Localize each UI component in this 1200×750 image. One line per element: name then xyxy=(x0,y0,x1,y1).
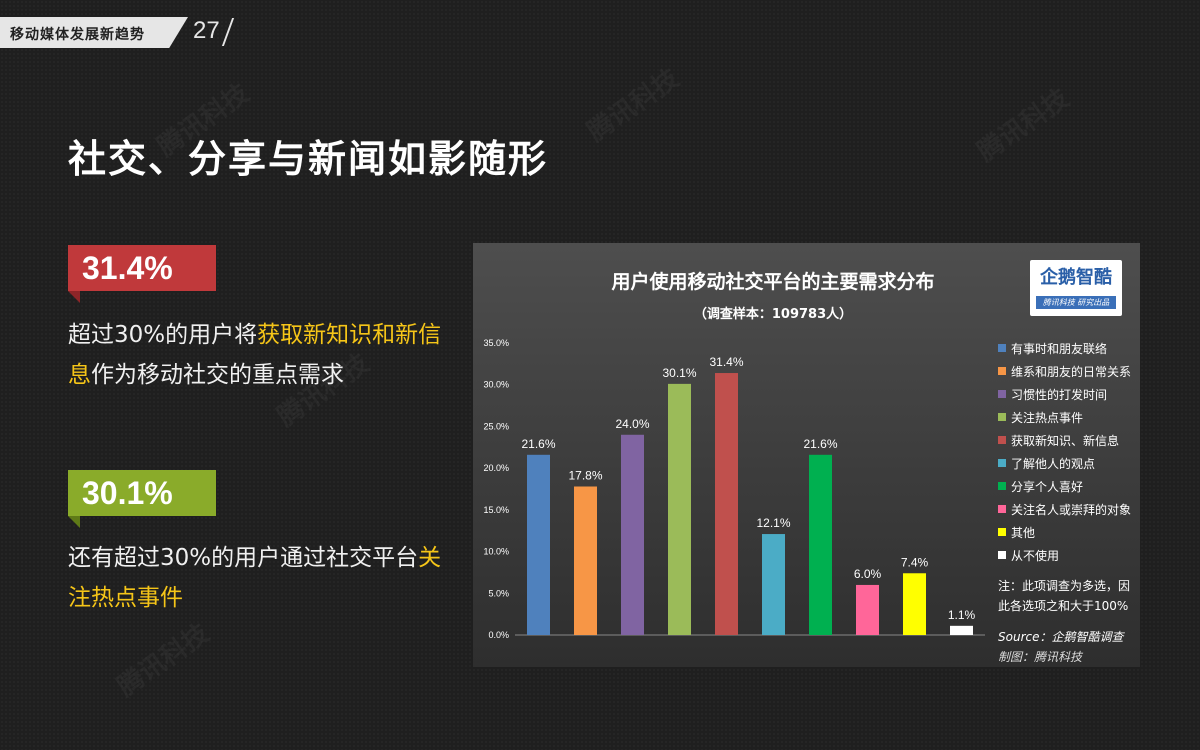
legend-label: 维系和朋友的日常关系 xyxy=(1011,365,1132,379)
legend-swatch xyxy=(998,390,1006,398)
legend-label: 其他 xyxy=(1011,526,1036,540)
bar-value-label: 30.1% xyxy=(662,366,696,380)
legend-label: 关注名人或崇拜的对象 xyxy=(1011,503,1132,517)
legend-item: 其他 xyxy=(998,524,1131,547)
legend-item: 有事时和朋友联络 xyxy=(998,340,1131,363)
brand-logo: 企鹅智酷 腾讯科技 研究出品 xyxy=(1030,260,1122,316)
legend-swatch xyxy=(998,482,1006,490)
header-bar: 移动媒体发展新趋势 27 xyxy=(0,0,300,48)
bar-value-label: 24.0% xyxy=(615,417,649,431)
stat1-highlight: 获取新知识和新信息 xyxy=(68,322,442,388)
y-tick-label: 0.0% xyxy=(488,630,509,640)
legend-swatch xyxy=(998,436,1006,444)
bar-value-label: 12.1% xyxy=(756,516,790,530)
legend-label: 有事时和朋友联络 xyxy=(1011,342,1108,356)
bar xyxy=(715,373,738,635)
bar xyxy=(621,434,644,635)
legend-label: 从不使用 xyxy=(1011,549,1060,563)
legend-item: 维系和朋友的日常关系 xyxy=(998,363,1131,386)
header-tab xyxy=(0,17,188,48)
bar-value-label: 31.4% xyxy=(709,355,743,369)
y-tick-label: 15.0% xyxy=(483,505,509,515)
bar xyxy=(762,534,785,635)
y-tick-label: 20.0% xyxy=(483,463,509,473)
watermark: 腾讯科技 xyxy=(109,614,215,704)
legend-swatch xyxy=(998,459,1006,467)
legend-swatch xyxy=(998,505,1006,513)
page-number: 27 xyxy=(193,17,220,44)
stat1-text-a: 超过30%的用户将 xyxy=(68,322,258,348)
legend-item: 从不使用 xyxy=(998,547,1131,570)
y-tick-label: 5.0% xyxy=(488,588,509,598)
page-title: 社交、分享与新闻如影随形 xyxy=(68,137,549,181)
stat1-text-b: 作为移动社交的重点需求 xyxy=(91,362,344,388)
bar xyxy=(527,454,550,635)
stat2-highlight: 关注热点事件 xyxy=(68,545,442,611)
y-tick-label: 30.0% xyxy=(483,380,509,390)
legend-label: 了解他人的观点 xyxy=(1011,457,1096,471)
chart-panel: 用户使用移动社交平台的主要需求分布 （调查样本：109783人） 企鹅智酷 腾讯… xyxy=(473,243,1140,667)
legend-label: 分享个人喜好 xyxy=(1011,480,1084,494)
bar-value-label: 21.6% xyxy=(803,437,837,451)
bar-value-label: 17.8% xyxy=(568,468,602,482)
bar xyxy=(903,573,926,635)
y-tick-label: 10.0% xyxy=(483,547,509,557)
legend-swatch xyxy=(998,528,1006,536)
stat-badge-red: 31.4% xyxy=(68,245,216,303)
bar-chart: 0.0% 5.0% 10.0% 15.0% 20.0% 25.0% 30.0% 35.0% 21… xyxy=(483,338,985,640)
chart-legend: 有事时和朋友联络维系和朋友的日常关系 习惯性的打发时间 关注热点事件获取新知识、新信… xyxy=(998,340,1131,570)
stat-badge-green: 30.1% xyxy=(68,470,216,528)
legend-label: 习惯性的打发时间 xyxy=(1011,388,1108,402)
legend-item: 获取新知识、新信息 xyxy=(998,432,1131,455)
bar-value-label: 1.1% xyxy=(948,608,976,622)
watermark: 腾讯科技 xyxy=(969,79,1075,169)
legend-label: 关注热点事件 xyxy=(1011,411,1084,425)
logo-subtext: 腾讯科技 研究出品 xyxy=(1042,298,1110,307)
bar xyxy=(809,454,832,635)
stat2-text-a: 还有超过30%的用户通过社交平台 xyxy=(68,545,419,571)
chart-source: Source：企鹅智酷调查 xyxy=(998,630,1124,644)
y-tick-label: 25.0% xyxy=(483,421,509,431)
legend-swatch xyxy=(998,344,1006,352)
watermark: 腾讯科技 xyxy=(579,59,685,149)
legend-swatch xyxy=(998,413,1006,421)
stat1-description: 超过30%的用户将获取新知识和新信息作为移动社交的重点需求 xyxy=(68,315,448,395)
legend-item: 了解他人的观点 xyxy=(998,455,1131,478)
logo-text: 企鹅智酷 xyxy=(1040,267,1112,288)
legend-item: 关注名人或崇拜的对象 xyxy=(998,501,1131,524)
stat2-description: 还有超过30%的用户通过社交平台关注热点事件 xyxy=(68,538,448,618)
chart-note: 注：此项调查为多选，因此各选项之和大于100% xyxy=(998,579,1131,613)
chart-title: 用户使用移动社交平台的主要需求分布 xyxy=(611,271,935,293)
header-slash xyxy=(221,18,235,46)
chart-maker: 制图：腾讯科技 xyxy=(998,650,1083,664)
bar xyxy=(574,486,597,635)
legend-swatch xyxy=(998,551,1006,559)
y-tick-label: 35.0% xyxy=(483,338,509,348)
legend-label: 获取新知识、新信息 xyxy=(1011,434,1120,448)
section-title: 移动媒体发展新趋势 xyxy=(10,27,145,43)
bar-value-label: 6.0% xyxy=(854,567,882,581)
bar xyxy=(856,584,879,635)
bar xyxy=(668,383,691,635)
chart-subtitle: （调查样本：109783人） xyxy=(693,307,853,322)
legend-item: 关注热点事件 xyxy=(998,409,1131,432)
legend-item: 习惯性的打发时间 xyxy=(998,386,1131,409)
bar-value-label: 7.4% xyxy=(901,555,929,569)
legend-swatch xyxy=(998,367,1006,375)
legend-item: 分享个人喜好 xyxy=(998,478,1131,501)
bar xyxy=(950,625,973,635)
logo-bar: 腾讯科技 研究出品 xyxy=(1036,296,1116,309)
bar-value-label: 21.6% xyxy=(521,437,555,451)
